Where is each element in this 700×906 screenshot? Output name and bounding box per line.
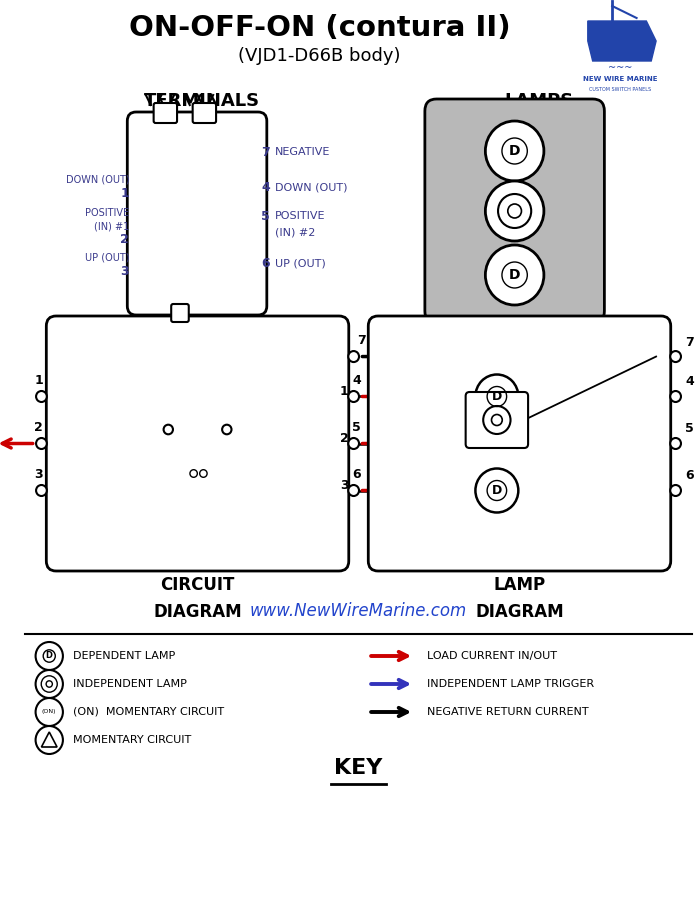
Text: 6: 6 — [685, 469, 694, 483]
Text: LOAD CURRENT IN/OUT: LOAD CURRENT IN/OUT — [427, 651, 556, 661]
Text: 5: 5 — [685, 422, 694, 436]
Circle shape — [349, 438, 359, 449]
Text: 7: 7 — [357, 333, 366, 347]
Text: NEW WIRE MARINE: NEW WIRE MARINE — [582, 76, 657, 82]
FancyBboxPatch shape — [425, 99, 604, 323]
Text: DEPENDENT LAMP: DEPENDENT LAMP — [73, 651, 175, 661]
FancyBboxPatch shape — [172, 304, 189, 322]
Text: 1: 1 — [34, 373, 43, 387]
Circle shape — [199, 469, 207, 477]
Text: 3: 3 — [120, 265, 130, 278]
Circle shape — [485, 181, 544, 241]
Circle shape — [475, 468, 518, 513]
FancyBboxPatch shape — [153, 103, 177, 123]
Text: 7: 7 — [261, 146, 270, 159]
FancyBboxPatch shape — [46, 316, 349, 571]
Text: (VJD1-D66B body): (VJD1-D66B body) — [238, 47, 400, 65]
FancyBboxPatch shape — [368, 316, 671, 571]
Text: 2: 2 — [120, 233, 130, 246]
Text: D: D — [509, 268, 520, 282]
Text: UP (OUT): UP (OUT) — [274, 258, 326, 268]
Text: INDEPENDENT LAMP: INDEPENDENT LAMP — [73, 679, 186, 689]
Text: 4: 4 — [352, 373, 361, 387]
Text: KEY: KEY — [335, 758, 383, 778]
Text: MOMENTARY CIRCUIT: MOMENTARY CIRCUIT — [73, 735, 191, 745]
Text: (ON)  MOMENTARY CIRCUIT: (ON) MOMENTARY CIRCUIT — [73, 707, 224, 717]
Text: 2: 2 — [34, 420, 43, 433]
Text: POSITIVE: POSITIVE — [274, 211, 325, 221]
Text: CIRCUIT: CIRCUIT — [160, 576, 234, 594]
Circle shape — [222, 425, 232, 434]
FancyBboxPatch shape — [466, 392, 528, 448]
Text: 4: 4 — [261, 181, 270, 194]
Text: LAMPS: LAMPS — [505, 92, 573, 110]
Circle shape — [36, 726, 63, 754]
Text: UP (OUT): UP (OUT) — [85, 252, 130, 263]
Text: 7: 7 — [685, 335, 694, 349]
Text: 5: 5 — [261, 210, 270, 223]
Circle shape — [485, 121, 544, 181]
Circle shape — [36, 391, 47, 402]
Polygon shape — [588, 21, 656, 61]
Circle shape — [36, 698, 63, 726]
Text: NEGATIVE: NEGATIVE — [274, 148, 330, 158]
Circle shape — [670, 351, 681, 362]
Text: NEGATIVE RETURN CURRENT: NEGATIVE RETURN CURRENT — [427, 707, 589, 717]
Text: LAMP: LAMP — [494, 576, 545, 594]
Text: D: D — [509, 144, 520, 158]
Text: 5: 5 — [352, 420, 361, 433]
Circle shape — [670, 438, 681, 449]
Circle shape — [36, 485, 47, 496]
Text: www.NewWireMarine.com: www.NewWireMarine.com — [250, 602, 467, 620]
Circle shape — [36, 438, 47, 449]
Text: DOWN (OUT): DOWN (OUT) — [66, 175, 130, 185]
FancyBboxPatch shape — [193, 103, 216, 123]
Text: 6: 6 — [261, 256, 270, 270]
Text: ~~~: ~~~ — [608, 63, 632, 73]
Text: D: D — [491, 390, 502, 403]
Circle shape — [349, 391, 359, 402]
Text: 6: 6 — [352, 467, 361, 480]
Circle shape — [485, 245, 544, 305]
Text: 2: 2 — [340, 432, 349, 445]
Circle shape — [36, 670, 63, 698]
Text: 3: 3 — [340, 479, 349, 492]
Text: D: D — [46, 651, 52, 660]
Text: 4: 4 — [685, 375, 694, 389]
Text: D: D — [491, 484, 502, 497]
Circle shape — [349, 485, 359, 496]
Text: DOWN (OUT): DOWN (OUT) — [274, 182, 347, 192]
FancyBboxPatch shape — [127, 112, 267, 315]
Text: 1: 1 — [120, 187, 130, 200]
Circle shape — [36, 642, 63, 670]
Text: DIAGRAM: DIAGRAM — [475, 603, 564, 621]
Text: TERMINALS: TERMINALS — [144, 92, 260, 110]
Text: (IN) #2: (IN) #2 — [274, 227, 315, 237]
Circle shape — [349, 351, 359, 362]
Text: ON-OFF-ON (contura II): ON-OFF-ON (contura II) — [129, 14, 510, 42]
Circle shape — [670, 391, 681, 402]
Text: POSITIVE: POSITIVE — [85, 208, 130, 218]
Circle shape — [475, 374, 518, 419]
Circle shape — [190, 469, 197, 477]
Circle shape — [164, 425, 173, 434]
Text: DIAGRAM: DIAGRAM — [153, 603, 242, 621]
Circle shape — [670, 485, 681, 496]
Text: (IN) #1: (IN) #1 — [94, 221, 130, 231]
Text: 3: 3 — [34, 467, 43, 480]
Text: 1: 1 — [340, 385, 349, 398]
Text: INDEPENDENT LAMP TRIGGER: INDEPENDENT LAMP TRIGGER — [427, 679, 594, 689]
Text: (ON): (ON) — [42, 709, 57, 715]
Text: CUSTOM SWITCH PANELS: CUSTOM SWITCH PANELS — [589, 87, 651, 92]
